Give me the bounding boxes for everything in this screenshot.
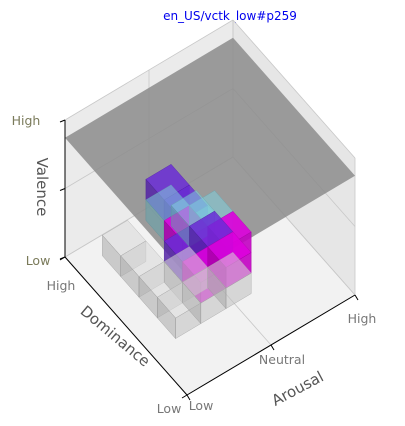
axis-lines	[59, 119, 359, 401]
arousal-tick-mark	[186, 394, 191, 401]
surfaces-layer	[65, 37, 355, 276]
surface-top	[65, 37, 355, 276]
arousal-tick-mark	[270, 344, 275, 351]
arousal-tick-neutral: Neutral	[259, 352, 305, 367]
voxel-side-face	[207, 266, 227, 310]
voxel-side-face	[157, 296, 176, 340]
valence-tick-low: Low	[26, 253, 51, 268]
grid-line-side-valence	[232, 19, 356, 159]
dominance-tick-mark	[181, 394, 188, 399]
dominance-tick-low: Low	[157, 401, 182, 416]
dominance-axis-line	[64, 256, 188, 396]
voxel-side-face	[182, 281, 202, 325]
arousal-tick-high: High	[348, 311, 377, 326]
valence-axis-label: Valence	[33, 158, 51, 217]
valence-tick-mark	[59, 119, 66, 123]
chart-title: en_US/vctk_low#p259	[163, 9, 297, 23]
valence-tick-mark	[59, 256, 66, 260]
valence-tick-mark	[59, 188, 66, 191]
voxels-layer	[102, 164, 252, 340]
arousal-tick-low: Low	[189, 398, 214, 413]
valence-tick-high: High	[12, 113, 41, 128]
grid-line-back-valence	[64, 19, 234, 121]
voxel	[207, 252, 252, 310]
arousal-tick-mark	[354, 294, 359, 301]
dominance-tick-high: High	[47, 278, 76, 293]
arousal-axis-label: Arousal	[269, 368, 327, 410]
